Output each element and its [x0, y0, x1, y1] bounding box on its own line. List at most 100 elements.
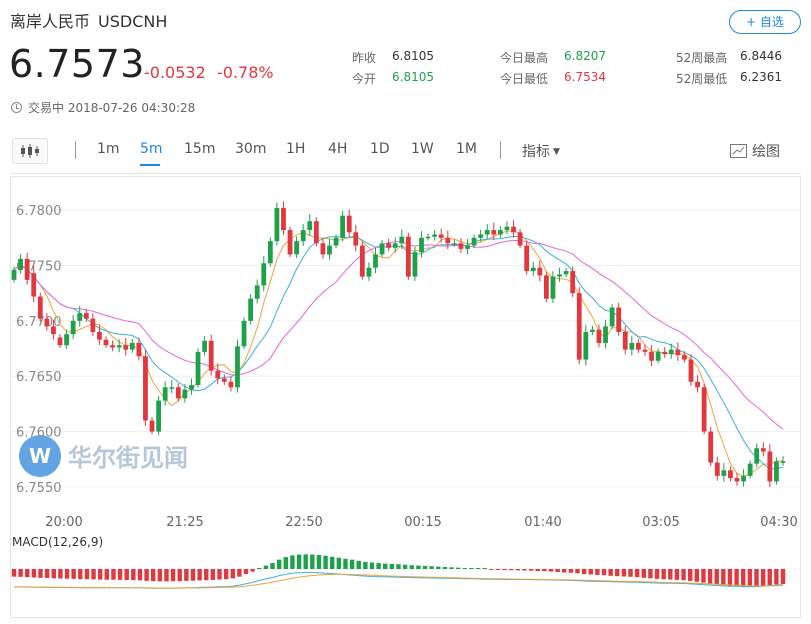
y-tick-label: 6.7650	[16, 370, 62, 385]
macd-bar	[11, 569, 17, 577]
macd-bar	[482, 568, 487, 569]
candle-body	[714, 462, 720, 476]
candle-body	[622, 331, 628, 350]
macd-bar	[475, 568, 481, 569]
toolbar-divider-line	[10, 173, 801, 174]
drawing-icon	[730, 144, 747, 158]
candle-body	[603, 326, 608, 343]
macd-bar	[489, 569, 494, 570]
candle-body	[583, 331, 589, 360]
candle-body	[734, 478, 740, 482]
interval-1w[interactable]: 1W	[411, 141, 434, 157]
candle-body	[517, 232, 523, 246]
x-tick-label: 21:25	[166, 515, 203, 530]
macd-bar	[117, 569, 123, 580]
y-tick-label: 6.7550	[16, 481, 62, 496]
candle-body	[760, 448, 766, 452]
svg-text:W: W	[29, 444, 51, 468]
candle-body	[458, 243, 464, 249]
interval-30m[interactable]: 30m	[235, 141, 267, 157]
candle-body	[642, 349, 648, 352]
candlestick-icon	[21, 144, 39, 158]
macd-bar	[402, 564, 408, 569]
candle-body	[530, 267, 536, 272]
candle-body	[149, 420, 155, 432]
price-change-pct: -0.78%	[217, 63, 274, 82]
candle-body	[129, 343, 135, 350]
candle-body	[675, 349, 681, 356]
candle-body	[662, 351, 668, 355]
macd-bar	[747, 569, 753, 588]
candle-body	[281, 207, 286, 231]
interval-4h[interactable]: 4H	[328, 141, 348, 157]
interval-1h[interactable]: 1H	[286, 141, 306, 157]
macd-bar	[349, 559, 355, 569]
macd-bar	[634, 569, 640, 578]
chart-type-button[interactable]	[12, 138, 48, 164]
candle-body	[491, 230, 497, 235]
candle-body	[629, 343, 635, 350]
candle-body	[576, 293, 582, 360]
candle-body	[636, 343, 641, 350]
macd-bar	[767, 569, 772, 586]
macd-label: MACD(12,26,9)	[12, 535, 103, 549]
macd-bar	[270, 563, 275, 569]
candle-body	[484, 230, 490, 235]
macd-bar	[449, 567, 454, 569]
price-change: -0.0532	[144, 63, 206, 82]
candle-body	[386, 243, 392, 248]
macd-bar	[97, 569, 103, 580]
caret-down-icon: ▼	[553, 147, 560, 157]
instrument-symbol: USDCNH	[98, 12, 168, 31]
candle-body	[353, 232, 359, 246]
x-tick-label: 22:50	[285, 515, 322, 530]
macd-bar	[687, 569, 693, 581]
interval-1d[interactable]: 1D	[370, 141, 390, 157]
macd-bar	[177, 569, 182, 582]
macd-bar	[137, 569, 143, 581]
interval-1m[interactable]: 1m	[97, 141, 120, 157]
candle-body	[392, 243, 398, 248]
interval-15m[interactable]: 15m	[184, 141, 216, 157]
macd-bar	[621, 569, 627, 577]
stat-day-high: 今日最高 6.8207	[500, 49, 606, 65]
add-watchlist-button[interactable]: + 自选	[729, 10, 801, 34]
candle-body	[399, 236, 405, 244]
macd-bar	[369, 562, 375, 569]
stat-open: 今开 6.8105	[352, 70, 434, 86]
candle-body	[747, 463, 753, 476]
candle-body	[254, 285, 260, 299]
macd-bar	[608, 569, 613, 576]
macd-bar	[681, 569, 686, 581]
macd-bar	[250, 569, 255, 572]
candle-body	[504, 226, 510, 231]
candle-body	[589, 329, 595, 332]
candle-body	[682, 355, 687, 360]
clock-icon	[11, 102, 22, 113]
candle-body	[31, 273, 37, 297]
macd-bar	[310, 554, 315, 569]
candle-body	[754, 448, 760, 464]
candle-body	[44, 318, 50, 327]
macd-bar	[661, 569, 666, 580]
interval-5m[interactable]: 5m	[140, 141, 163, 157]
macd-bar	[164, 569, 169, 582]
trading-status: 交易中 2018-07-26 04:30:28	[11, 99, 195, 116]
candle-body	[478, 234, 484, 238]
macd-dif-line	[14, 572, 784, 589]
candle-body	[24, 258, 30, 280]
interval-1mo[interactable]: 1M	[456, 141, 477, 157]
candle-body	[524, 245, 530, 272]
draw-button[interactable]: 绘图	[730, 141, 780, 161]
candle-body	[721, 470, 727, 476]
macd-bar	[184, 569, 189, 581]
indicator-menu[interactable]: 指标 ▼	[522, 144, 560, 160]
macd-bar	[416, 565, 421, 569]
moving-averages	[13, 230, 784, 477]
x-tick-label: 20:00	[45, 515, 82, 530]
macd-bar	[422, 565, 428, 569]
macd-bar	[615, 569, 620, 577]
candle-body	[64, 334, 69, 346]
chart-container[interactable]	[10, 176, 801, 618]
